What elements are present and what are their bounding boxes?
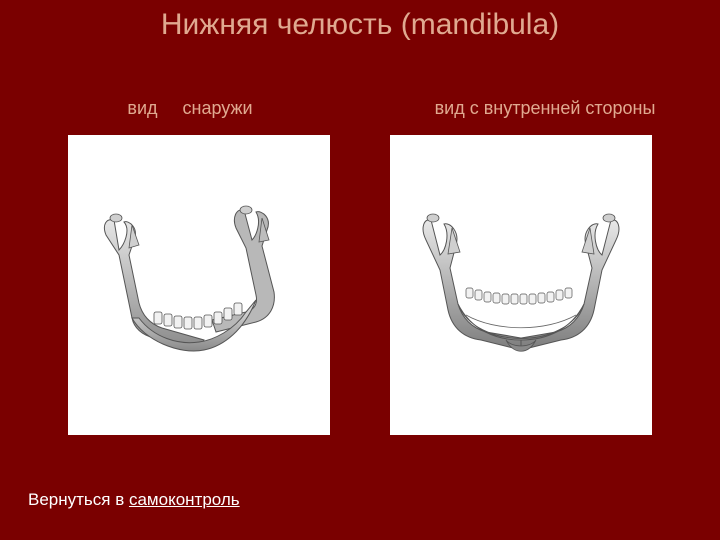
back-link: Вернуться в самоконтроль xyxy=(28,490,240,510)
back-link-prefix: Вернуться в xyxy=(28,490,129,509)
figures-row xyxy=(0,135,720,435)
figure-labels-row: вид снаружи вид с внутренней стороны xyxy=(0,98,720,119)
figure-internal xyxy=(390,135,652,435)
mandible-internal-illustration xyxy=(406,200,636,370)
mandible-external-illustration xyxy=(84,200,314,370)
figure-external xyxy=(68,135,330,435)
label-external-view: вид снаружи xyxy=(0,98,360,119)
slide-title: Нижняя челюсть (mandibula) xyxy=(0,8,720,42)
back-link-anchor[interactable]: самоконтроль xyxy=(129,490,240,509)
label-internal-view: вид с внутренней стороны xyxy=(360,98,720,119)
